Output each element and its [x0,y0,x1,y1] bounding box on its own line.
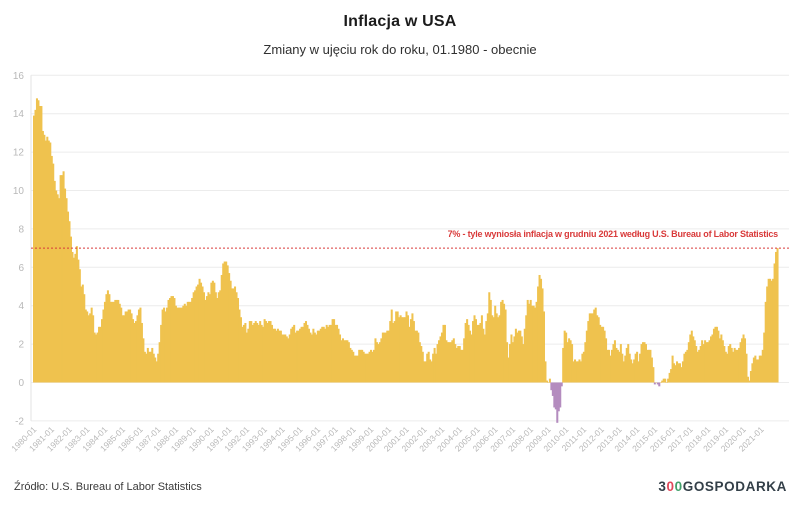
svg-text:8: 8 [18,224,24,235]
logo-seg-gospodarka: GOSPODARKA [682,479,787,494]
svg-text:0: 0 [18,378,24,389]
y-axis-labels: 16 14 12 10 8 6 4 2 0 -2 [13,71,25,428]
logo-seg-3: 3 [658,479,667,494]
logo-300gospodarka: 300GOSPODARKA [658,479,787,494]
chart-title: Inflacja w USA [343,13,457,30]
svg-text:14: 14 [13,109,25,120]
source-note: Źródło: U.S. Bureau of Labor Statistics [14,481,202,493]
svg-text:10: 10 [13,186,25,197]
svg-text:4: 4 [18,301,24,312]
x-axis-labels: 1980-011981-011982-011983-011984-011985-… [9,424,766,453]
svg-text:2: 2 [18,340,24,351]
annotation-7-percent: 7% - tyle wyniosła inflacja w grudniu 20… [447,229,779,239]
svg-text:6: 6 [18,263,24,274]
logo-seg-0-green: 0 [674,479,683,494]
series-bars [33,98,779,423]
svg-text:16: 16 [13,71,25,82]
logo-seg-0-red: 0 [666,479,675,494]
svg-text:12: 12 [13,148,25,159]
svg-text:-2: -2 [15,416,24,427]
chart-subtitle: Zmiany w ujęciu rok do roku, 01.1980 - o… [263,42,537,57]
